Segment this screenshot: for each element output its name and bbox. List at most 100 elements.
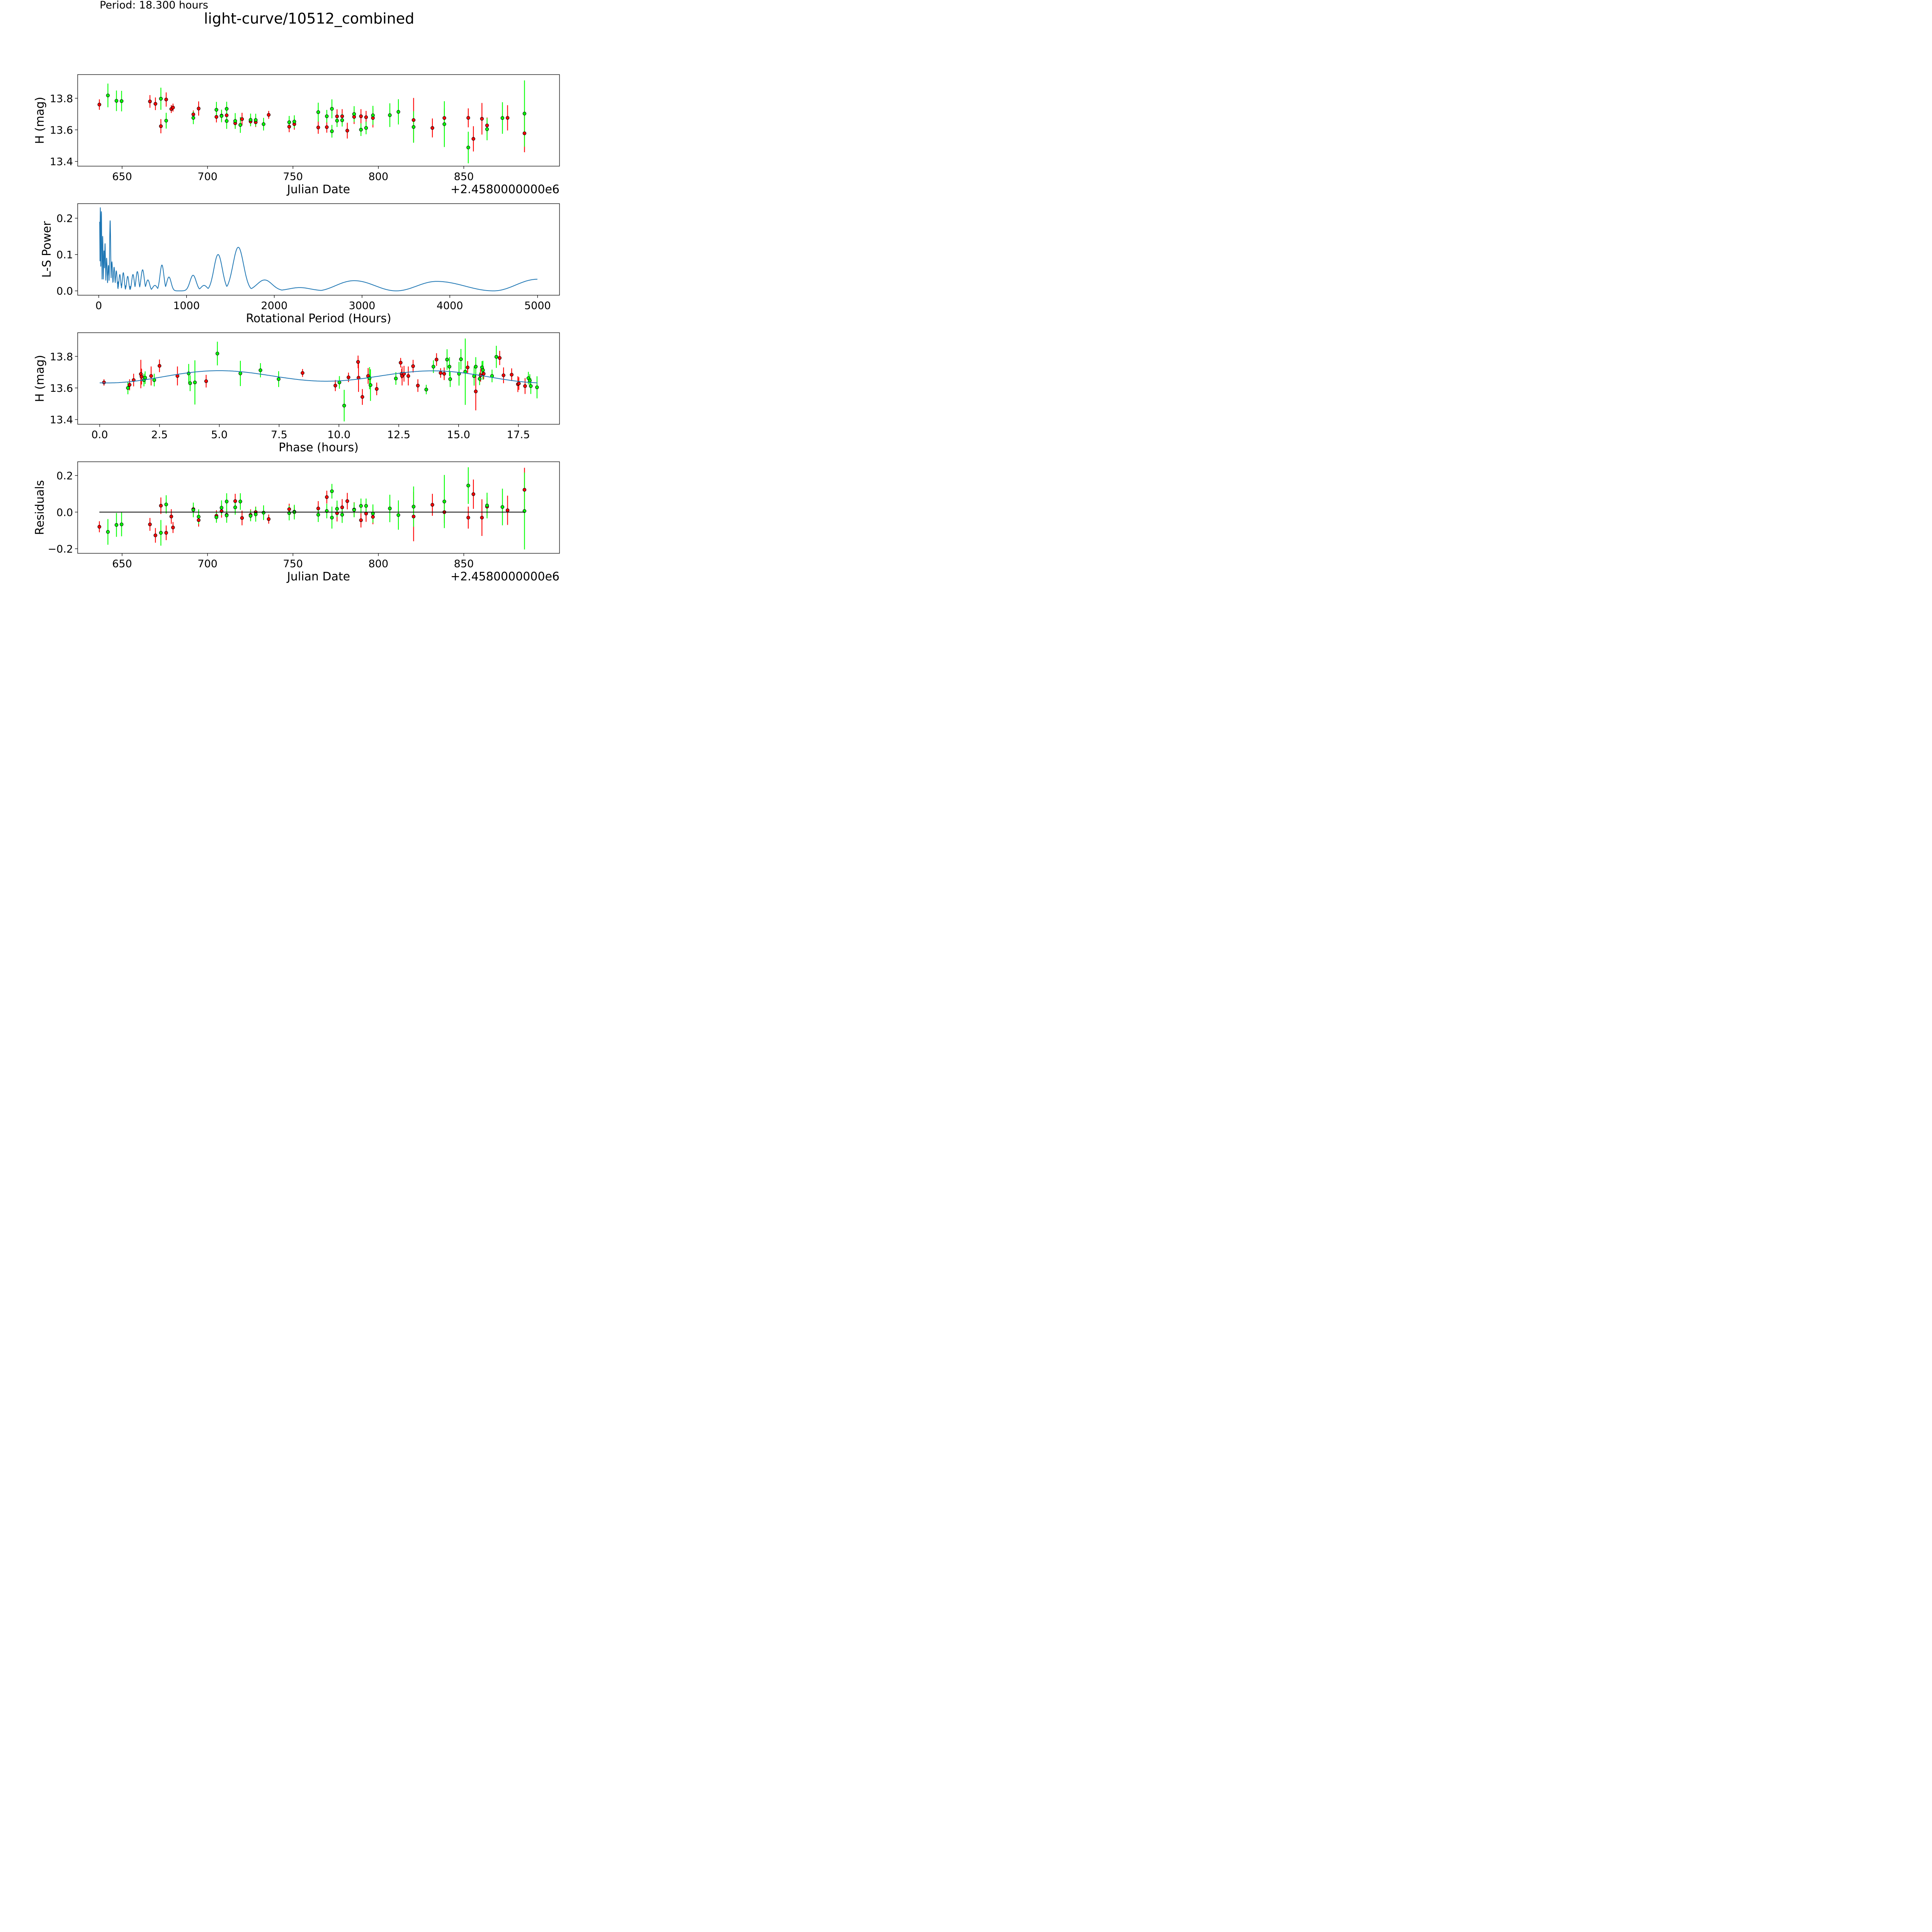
- red-data-point: [340, 505, 344, 509]
- red-data-point: [204, 379, 208, 383]
- green-data-point: [219, 506, 224, 510]
- red-data-point: [359, 518, 363, 522]
- red-data-point: [364, 115, 368, 119]
- green-data-point: [330, 129, 334, 133]
- red-data-point: [169, 514, 173, 519]
- green-data-point: [316, 110, 320, 114]
- plot-frame: [77, 332, 560, 425]
- red-data-point: [197, 518, 201, 522]
- red-data-point: [434, 357, 439, 362]
- x-tick-label: 750: [283, 558, 303, 570]
- red-data-point: [406, 374, 410, 378]
- x-tick-label: 800: [368, 171, 388, 183]
- green-data-point: [369, 383, 372, 387]
- green-data-point: [337, 380, 342, 384]
- green-data-point: [352, 508, 356, 512]
- green-data-point: [466, 146, 470, 150]
- figure-canvas: Period: 18.300 hours light-curve/10512_c…: [33, 0, 560, 583]
- y-tick-label: 13.4: [50, 414, 73, 426]
- red-data-point: [153, 102, 157, 106]
- green-data-point: [193, 380, 197, 384]
- green-data-point: [224, 107, 229, 111]
- red-data-point: [159, 504, 163, 508]
- red-data-point: [347, 375, 350, 379]
- periodogram-panel: 0 1000 2000 3000 4000 5000 0.0 0.1 0.2 Rotational…: [40, 203, 560, 325]
- y-tick-label: 13.6: [50, 124, 73, 136]
- green-data-point: [106, 530, 110, 534]
- green-data-point: [474, 365, 478, 369]
- red-data-point: [316, 507, 320, 510]
- red-data-point: [153, 533, 157, 537]
- green-data-point: [215, 352, 219, 355]
- green-data-point: [159, 97, 163, 101]
- red-data-point: [356, 360, 360, 364]
- green-data-point: [119, 522, 124, 526]
- green-data-point: [316, 513, 320, 517]
- red-data-point: [345, 129, 349, 133]
- red-data-point: [471, 492, 475, 496]
- red-data-point: [502, 373, 505, 378]
- red-data-point: [325, 125, 329, 129]
- red-data-point: [480, 515, 484, 520]
- lightcurve-panel: 650 700 750 800 850 13.4 13.6 13.8 Julian Date H …: [33, 74, 560, 196]
- red-data-point: [510, 372, 514, 377]
- green-data-point: [529, 384, 533, 388]
- red-data-point: [102, 380, 106, 384]
- red-data-point: [523, 384, 527, 388]
- x-tick-label: 2000: [261, 300, 287, 312]
- x-axis-label: Julian Date: [286, 183, 350, 196]
- red-data-point: [466, 515, 470, 520]
- red-data-point: [361, 395, 364, 399]
- green-data-point: [371, 113, 375, 117]
- phased-lightcurve-panel: 0.0 2.5 5.0 7.5 10.0 12.5 15.0 17.5 13.4 13.6 13.8…: [33, 332, 560, 454]
- x-tick-label: 850: [454, 558, 474, 570]
- red-data-point: [474, 389, 478, 393]
- red-data-point: [371, 515, 375, 519]
- green-data-point: [126, 386, 130, 390]
- x-tick-label: 800: [368, 558, 388, 570]
- red-data-point: [164, 531, 168, 535]
- red-data-point: [214, 115, 218, 119]
- model-fit-curve: [99, 370, 538, 383]
- green-data-point: [114, 99, 119, 103]
- red-data-point: [224, 113, 229, 117]
- red-data-point: [267, 113, 271, 117]
- green-data-point: [445, 357, 449, 362]
- green-data-point: [500, 505, 505, 509]
- green-data-point: [159, 531, 163, 535]
- x-axis-label: Phase (hours): [279, 441, 359, 454]
- x-tick-label: 15.0: [447, 429, 470, 441]
- red-data-point: [517, 381, 521, 386]
- green-data-point: [388, 113, 392, 117]
- red-data-point: [159, 124, 163, 128]
- x-axis-label: Julian Date: [286, 570, 350, 583]
- x-tick-label: 10.0: [327, 429, 350, 441]
- red-data-point: [333, 384, 337, 388]
- red-data-point: [316, 126, 320, 129]
- green-data-point: [233, 505, 237, 509]
- red-data-point: [97, 102, 101, 107]
- green-data-point: [214, 515, 218, 519]
- red-data-point: [340, 114, 344, 118]
- red-data-point: [97, 525, 101, 529]
- red-data-point: [412, 118, 416, 122]
- red-data-point: [522, 131, 527, 135]
- y-tick-label: −0.2: [48, 543, 73, 555]
- green-data-point: [335, 507, 339, 511]
- plot-frame: [77, 203, 560, 296]
- y-tick-label: 0.1: [56, 249, 73, 261]
- green-data-point: [238, 123, 242, 127]
- red-data-point: [505, 116, 510, 120]
- red-data-point: [481, 372, 486, 376]
- green-data-point: [359, 128, 363, 132]
- y-tick-label: 13.8: [50, 93, 73, 105]
- green-data-point: [114, 523, 119, 527]
- green-data-point: [424, 388, 428, 391]
- red-data-point: [240, 117, 244, 121]
- green-data-point: [485, 127, 489, 131]
- green-data-point: [394, 376, 398, 381]
- green-data-point: [478, 377, 481, 381]
- green-data-point: [342, 404, 346, 408]
- red-data-point: [301, 371, 304, 375]
- y-tick-label: 0.2: [56, 213, 73, 225]
